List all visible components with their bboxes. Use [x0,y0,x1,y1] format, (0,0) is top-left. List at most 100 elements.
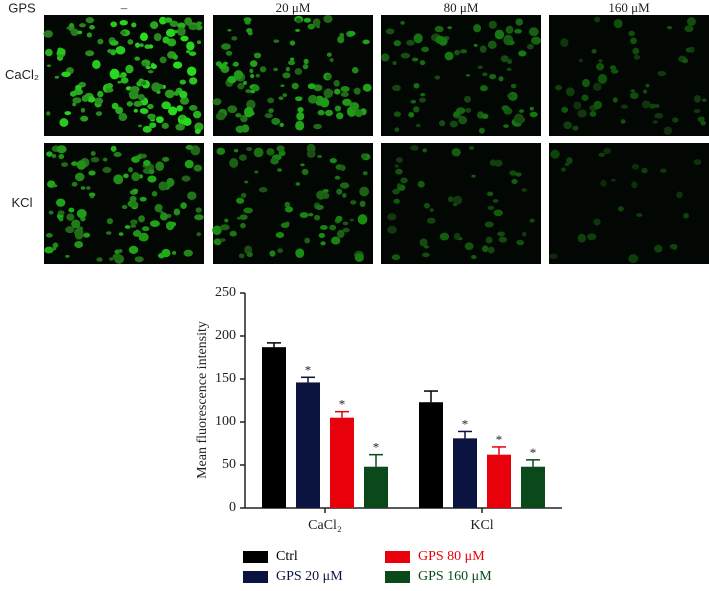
cell [459,49,468,54]
cell [400,52,411,59]
cell [243,207,253,214]
cell [218,63,227,70]
cell [102,157,108,162]
cell [45,48,53,57]
cell [247,31,253,36]
cell [65,226,75,234]
cell [215,112,226,121]
cell [45,233,53,238]
cell [134,56,140,61]
cell [76,209,87,219]
cell [58,153,65,160]
cell [117,80,122,84]
cell [444,51,454,61]
cell [300,163,305,167]
cell [240,222,246,229]
cell [212,98,222,106]
cell [317,109,325,116]
cell [458,116,468,125]
cell [68,207,75,213]
cell [438,37,448,46]
cell [108,257,114,261]
cell [81,95,89,102]
cell [130,201,139,208]
cell [561,106,569,113]
cell [86,186,91,190]
cell [395,168,403,175]
cell [400,177,408,184]
cell [183,249,193,257]
column-label: 80 μM [444,0,479,15]
cell [169,20,179,27]
cell [92,59,101,70]
cell [676,191,683,199]
cell [102,166,112,174]
cell [489,159,497,167]
cell [320,241,326,246]
cell [79,23,86,28]
cell [185,145,194,150]
cell [280,84,285,87]
cell [294,68,303,75]
cell [334,175,341,180]
cell [169,221,177,227]
cell [127,39,134,45]
cell [563,121,573,130]
cell [173,30,178,34]
cell [340,91,349,97]
cell [135,155,142,160]
cell [58,217,64,222]
cell [94,97,104,105]
cell [610,69,619,74]
cell [235,113,242,118]
cell [415,123,421,128]
cell [227,75,237,84]
cell [147,69,154,74]
cell [212,225,222,236]
cell [329,224,337,231]
cell [44,246,54,254]
cell [631,163,639,170]
cell [246,252,253,258]
cell [494,159,503,167]
cell [595,63,605,71]
cell [237,82,245,90]
bar [487,454,511,508]
cell [128,167,133,173]
significance-mark: * [462,416,469,431]
cell [250,74,255,79]
cell [479,85,488,92]
micrograph [549,143,709,264]
cell [503,124,509,128]
cell [566,157,573,165]
cell [95,111,103,116]
cell [577,233,586,243]
cell [507,58,513,65]
cell [296,112,305,121]
cell [188,51,197,56]
cell [179,114,185,120]
cell [213,238,222,246]
cell [195,207,202,213]
cell [488,20,497,29]
cell [413,33,423,44]
cell [302,63,309,70]
cell [96,257,103,262]
cell [387,213,397,221]
cell [109,40,119,46]
cell [641,100,650,109]
cell [613,19,623,29]
cell [410,145,419,151]
cell [138,215,145,223]
cell [133,108,138,113]
cell [315,24,321,29]
cell [153,33,162,42]
cell [342,98,352,106]
cell [648,103,657,109]
significance-mark: * [530,445,537,460]
cell [334,88,341,95]
cell [46,111,51,116]
cell [70,28,79,36]
cell [578,58,583,63]
cell [498,236,508,243]
